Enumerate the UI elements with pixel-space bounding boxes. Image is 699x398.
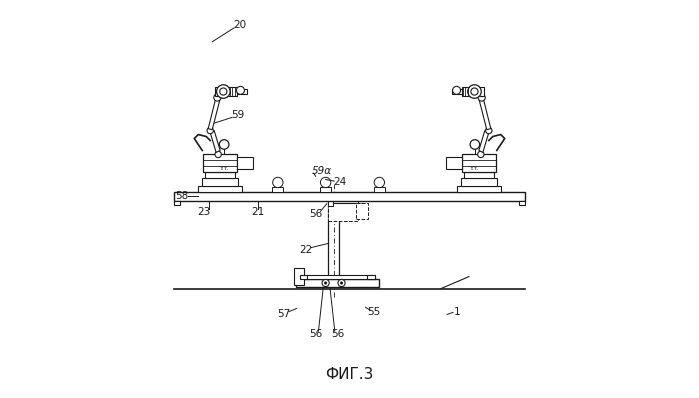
Bar [237, 89, 247, 94]
Circle shape [374, 178, 384, 188]
Bar [203, 154, 237, 172]
Text: 20: 20 [233, 20, 247, 30]
Bar [205, 172, 236, 178]
Circle shape [468, 85, 481, 98]
Text: 22: 22 [299, 244, 312, 255]
Text: 56: 56 [309, 209, 322, 219]
Bar [446, 157, 462, 169]
Circle shape [470, 140, 480, 149]
Bar [463, 172, 494, 178]
Bar [237, 157, 253, 169]
Text: 56: 56 [309, 329, 322, 339]
Bar [519, 201, 525, 205]
Bar [300, 275, 307, 279]
Bar [294, 268, 304, 285]
Circle shape [486, 127, 492, 134]
Circle shape [477, 151, 484, 158]
Text: 55: 55 [368, 307, 381, 318]
Polygon shape [479, 131, 489, 152]
Bar [300, 275, 375, 279]
Circle shape [478, 94, 485, 101]
Bar [328, 201, 358, 221]
Text: 58: 58 [175, 191, 188, 201]
Bar [462, 154, 496, 172]
Circle shape [236, 86, 245, 94]
Bar [356, 203, 368, 219]
Circle shape [322, 279, 329, 287]
Bar [457, 186, 500, 192]
Bar [296, 279, 380, 287]
Bar [462, 87, 484, 96]
Bar [368, 275, 375, 279]
Text: 1: 1 [454, 307, 460, 318]
Text: ФИГ.3: ФИГ.3 [325, 367, 374, 382]
Text: 23: 23 [198, 207, 211, 217]
Bar [174, 192, 525, 201]
Text: 57: 57 [278, 309, 291, 320]
Bar [202, 178, 238, 186]
Bar [273, 187, 283, 192]
Text: 56: 56 [331, 329, 344, 339]
Bar [452, 89, 462, 94]
Polygon shape [479, 97, 491, 130]
Text: 59α: 59α [312, 166, 332, 176]
Bar [215, 87, 237, 96]
Bar [461, 178, 497, 186]
Text: Y.Y.: Y.Y. [219, 166, 229, 171]
Circle shape [340, 282, 343, 284]
Text: 24: 24 [333, 177, 347, 187]
Circle shape [215, 151, 222, 158]
Circle shape [324, 282, 327, 284]
Text: 59: 59 [231, 110, 245, 121]
Circle shape [273, 178, 283, 188]
Bar [174, 201, 180, 205]
Circle shape [207, 127, 213, 134]
Bar [328, 201, 333, 206]
Bar [320, 187, 331, 192]
Text: Y.Y.: Y.Y. [470, 166, 480, 171]
Text: 21: 21 [252, 207, 265, 217]
Polygon shape [208, 97, 220, 130]
Polygon shape [210, 131, 220, 152]
Circle shape [320, 178, 331, 188]
Bar [374, 187, 385, 192]
Circle shape [214, 94, 221, 101]
Circle shape [217, 85, 230, 98]
Circle shape [452, 86, 461, 94]
Circle shape [471, 88, 478, 95]
Circle shape [338, 279, 345, 287]
Circle shape [219, 140, 229, 149]
Bar [199, 186, 242, 192]
Circle shape [219, 88, 227, 95]
